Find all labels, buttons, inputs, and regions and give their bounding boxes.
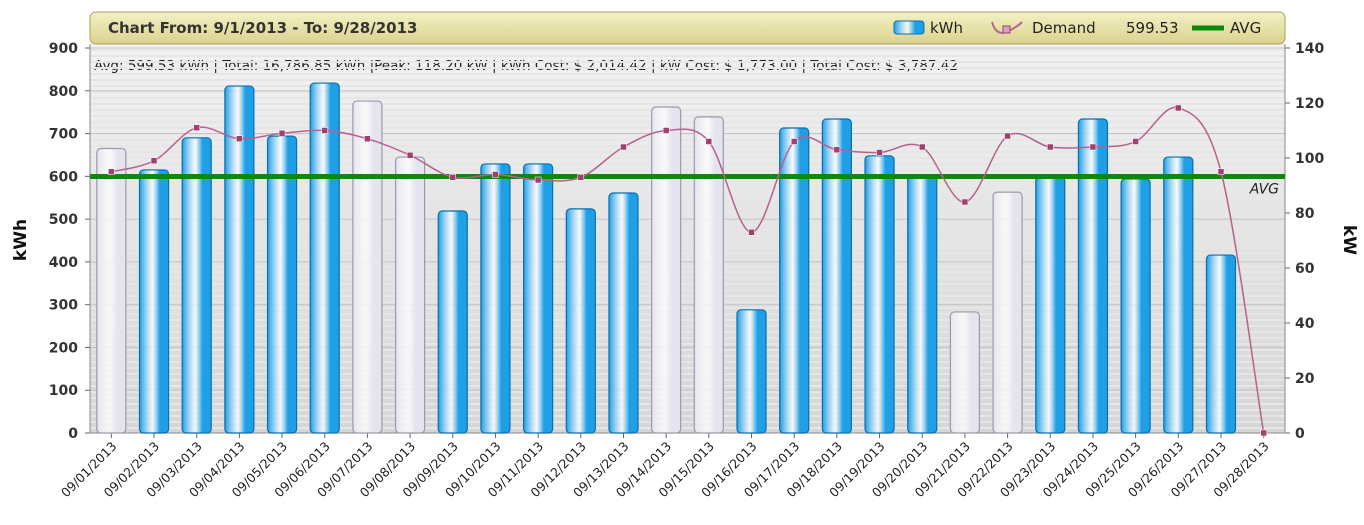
legend-label: Demand xyxy=(1032,19,1096,37)
demand-point xyxy=(406,152,414,159)
avg-label: AVG xyxy=(1249,182,1279,198)
y-tick-label: 100 xyxy=(49,383,78,399)
demand-point xyxy=(748,229,755,236)
bar xyxy=(693,116,724,434)
bar xyxy=(437,210,468,434)
bar xyxy=(1077,118,1109,434)
demand-point xyxy=(278,130,286,137)
y2-tick-label: 60 xyxy=(1295,261,1315,277)
bar xyxy=(1163,156,1194,434)
bar xyxy=(821,118,852,434)
y-tick-label: 900 xyxy=(49,41,78,57)
y2-tick-label: 80 xyxy=(1295,206,1315,222)
demand-point xyxy=(577,174,585,181)
demand-point xyxy=(1217,168,1225,175)
y-tick-label: 300 xyxy=(49,298,78,314)
demand-point xyxy=(193,124,200,131)
summary: Avg: 599.53 kWh | Total: 16,786.85 kWh |… xyxy=(94,58,958,74)
bar xyxy=(523,163,554,434)
bar xyxy=(138,169,170,434)
demand-point xyxy=(1004,132,1011,140)
demand-point xyxy=(876,149,883,156)
bar xyxy=(266,135,298,434)
bar xyxy=(1120,178,1151,434)
demand-point xyxy=(1132,138,1139,145)
legend-swatch-kwh xyxy=(893,20,925,35)
y-tick-label: 700 xyxy=(49,127,78,143)
y-tick-label: 200 xyxy=(49,340,78,356)
demand-point xyxy=(705,138,713,145)
bar xyxy=(779,127,810,434)
y-tick-label: 600 xyxy=(49,169,78,185)
bar xyxy=(1035,176,1066,434)
legend-swatch-demand-point xyxy=(1002,25,1011,34)
y2-tick-label: 20 xyxy=(1295,371,1315,387)
demand-point xyxy=(1175,104,1182,112)
y-tick-label: 0 xyxy=(68,426,78,442)
y2-tick-label: 120 xyxy=(1295,96,1324,112)
demand-point xyxy=(662,127,670,134)
demand-point xyxy=(1260,429,1267,437)
bar xyxy=(651,106,682,434)
demand-point xyxy=(449,174,457,181)
bar xyxy=(394,156,426,434)
demand-point xyxy=(150,157,158,164)
legend-label: AVG xyxy=(1230,19,1261,37)
chart-title: Chart From: 9/1/2013 - To: 9/28/2013 xyxy=(108,19,417,37)
bar xyxy=(480,163,511,434)
legend-avg-value: 599.53 xyxy=(1126,19,1179,37)
bar xyxy=(224,85,255,434)
y2-tick-label: 140 xyxy=(1295,41,1324,57)
y-axis-title: kWh xyxy=(11,219,31,261)
demand-point xyxy=(364,135,371,142)
bar xyxy=(181,137,212,434)
demand-point xyxy=(492,171,499,178)
legend-label: kWh xyxy=(930,19,963,37)
demand-point xyxy=(961,198,969,206)
demand-point xyxy=(321,127,328,134)
bar xyxy=(352,100,383,434)
y2-tick-label: 0 xyxy=(1295,426,1305,442)
bar xyxy=(96,147,127,434)
demand-point xyxy=(918,143,926,151)
demand-point xyxy=(534,176,542,184)
demand-point xyxy=(1089,143,1097,151)
demand-point xyxy=(108,168,115,175)
bar xyxy=(992,191,1023,434)
bar xyxy=(864,155,895,434)
demand-point xyxy=(1047,143,1054,151)
y-tick-label: 500 xyxy=(49,212,78,228)
y-tick-label: 400 xyxy=(49,255,78,271)
bar xyxy=(736,309,767,434)
bar xyxy=(949,311,981,434)
bar xyxy=(309,82,340,434)
bar xyxy=(565,208,596,434)
y-tick-label: 800 xyxy=(49,84,78,100)
y2-tick-label: 40 xyxy=(1295,316,1315,332)
demand-point xyxy=(790,138,798,145)
demand-point xyxy=(620,143,627,151)
header-bar xyxy=(89,11,1286,45)
bar xyxy=(1205,254,1237,434)
bar xyxy=(907,174,938,434)
demand-point xyxy=(833,146,841,153)
y2-axis-title: kW xyxy=(1339,225,1359,255)
bar xyxy=(608,192,639,434)
y2-tick-label: 100 xyxy=(1295,151,1324,167)
demand-point xyxy=(236,135,243,142)
